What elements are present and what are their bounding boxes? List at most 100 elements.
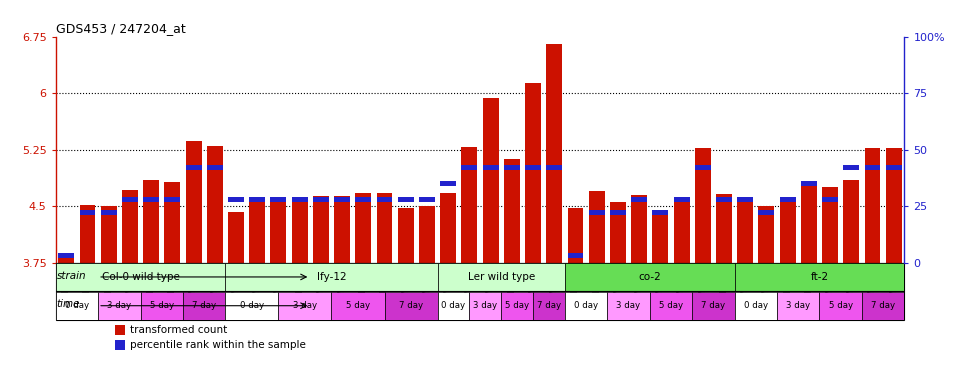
Bar [292,197,307,202]
Text: percentile rank within the sample: percentile rank within the sample [131,340,306,350]
Bar [278,292,331,320]
Bar [292,198,307,262]
Bar [886,148,901,262]
Bar [865,165,880,170]
Bar [504,159,519,262]
Text: 5 day: 5 day [346,301,370,310]
Text: 3 day: 3 day [616,301,640,310]
Text: ft-2: ft-2 [810,272,828,282]
Bar [564,292,608,320]
Bar [862,292,904,320]
Bar [758,206,775,262]
Bar [80,205,95,262]
Bar [441,181,456,186]
Text: 5 day: 5 day [828,301,852,310]
Bar [483,98,498,262]
Bar [865,148,880,262]
Bar [801,181,817,186]
Text: co-2: co-2 [638,272,661,282]
Text: 0 day: 0 day [442,301,466,310]
Bar [122,190,138,262]
Bar [250,198,265,262]
Bar [419,197,435,202]
Bar [546,165,563,170]
Bar [164,197,180,202]
Bar [780,201,796,262]
Text: 3 day: 3 day [473,301,497,310]
Bar [567,208,584,262]
Text: 5 day: 5 day [659,301,683,310]
Text: strain: strain [57,270,86,280]
Bar [250,197,265,202]
Bar [533,292,564,320]
Bar [843,180,859,262]
Bar [164,182,180,262]
Bar [331,292,385,320]
Text: 7 day: 7 day [537,301,561,310]
Bar [564,263,734,291]
Bar [692,292,734,320]
Bar [610,210,626,215]
Bar [59,253,74,258]
Bar [441,193,456,262]
Bar [438,263,564,291]
Bar [650,292,692,320]
Bar [59,255,74,262]
Bar [716,194,732,262]
Bar [737,197,754,202]
Bar [780,197,796,202]
Bar [801,182,817,262]
Bar [525,83,541,262]
Bar [98,292,140,320]
Bar [183,292,226,320]
Bar [271,201,286,262]
Bar [206,146,223,262]
Bar [843,165,859,170]
Bar [376,197,393,202]
Bar [567,253,584,258]
Bar [588,210,605,215]
Bar [143,180,159,262]
Bar [355,193,372,262]
Bar [228,212,244,262]
Bar [525,165,541,170]
Bar [653,210,668,215]
Text: 0 day: 0 day [240,301,264,310]
Bar [438,292,469,320]
Bar [737,197,754,262]
Bar [56,263,226,291]
Bar [101,206,117,262]
Bar [886,165,901,170]
Text: 0 day: 0 day [574,301,598,310]
Bar [355,197,372,202]
Bar [419,206,435,262]
Bar [226,292,278,320]
Bar [469,292,501,320]
Text: 0 day: 0 day [65,301,89,310]
Bar [674,197,689,202]
Bar [695,148,710,262]
Text: time: time [57,299,81,309]
Text: Col-0 wild type: Col-0 wild type [102,272,180,282]
Text: 5 day: 5 day [505,301,529,310]
Bar [777,292,820,320]
Bar [734,263,904,291]
Bar [80,210,95,215]
Bar [397,208,414,262]
Bar [334,197,350,202]
Bar [101,210,117,215]
Text: Ler wild type: Ler wild type [468,272,535,282]
Bar [820,292,862,320]
Bar [588,191,605,262]
Bar [631,195,647,262]
Bar [716,197,732,202]
Text: 3 day: 3 day [293,301,317,310]
Bar [462,165,477,170]
Bar [115,325,125,335]
Bar [56,292,98,320]
Bar [313,196,329,262]
Bar [376,193,393,262]
Bar [822,187,838,262]
Text: lfy-12: lfy-12 [317,272,347,282]
Bar [608,292,650,320]
